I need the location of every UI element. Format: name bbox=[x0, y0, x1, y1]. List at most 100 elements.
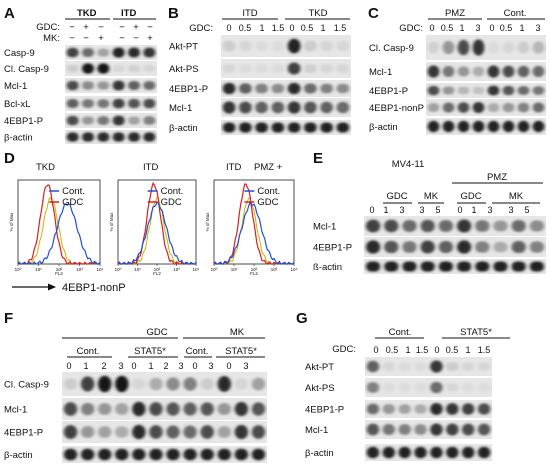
blot-band bbox=[382, 404, 396, 414]
cond-tick: 3 bbox=[535, 23, 540, 33]
blot-band bbox=[112, 65, 125, 72]
curve-gdc bbox=[17, 184, 101, 265]
blot-band bbox=[438, 261, 453, 272]
blot-band bbox=[446, 383, 459, 392]
blot-band bbox=[97, 99, 110, 108]
blot-band bbox=[511, 241, 526, 253]
cond-tick: 3 bbox=[508, 205, 513, 215]
blot-band bbox=[115, 403, 129, 415]
row-label-akt-ps: Akt-PS bbox=[169, 64, 199, 75]
blot-band bbox=[517, 65, 530, 78]
blot-band bbox=[112, 115, 125, 126]
plot-title-extra: PMZ + bbox=[254, 162, 283, 173]
blot-band bbox=[398, 404, 411, 414]
cond-label-gdc: GDC: bbox=[36, 22, 60, 33]
row-label-mcl-1: Mcl-1 bbox=[4, 81, 27, 92]
blot-band bbox=[251, 448, 266, 461]
blot-band bbox=[475, 241, 490, 253]
blot-band bbox=[446, 361, 459, 372]
blot-band bbox=[442, 66, 455, 77]
gdc-sign: − bbox=[69, 22, 75, 33]
blot-band bbox=[97, 81, 110, 90]
blot-band bbox=[217, 403, 231, 415]
blot-background bbox=[365, 420, 492, 439]
blot-band bbox=[461, 403, 475, 415]
blot-band bbox=[430, 360, 443, 373]
blot-band bbox=[128, 47, 140, 58]
row-label-4ebp1-p: 4EBP1-P bbox=[4, 428, 43, 439]
row-label-mcl-1: Mcl-1 bbox=[369, 67, 392, 78]
cond-tick: 1 bbox=[471, 205, 476, 215]
blot-band bbox=[461, 446, 475, 459]
blot-background bbox=[365, 444, 492, 461]
blot-band bbox=[502, 85, 515, 96]
blot-band bbox=[304, 122, 317, 133]
blot-band bbox=[487, 41, 500, 54]
cond-tick: 0 bbox=[226, 361, 231, 371]
blot-band bbox=[255, 83, 268, 94]
blot-band bbox=[336, 64, 350, 73]
panel-c: C PMZ Cont. GDC: 0 0.5 1 3 0 0.5 1 3 Cl. Casp-9… bbox=[368, 5, 546, 135]
x-tick-label: 10¹ bbox=[35, 267, 42, 272]
cond-tick: 3 bbox=[178, 361, 183, 371]
cond-tick: 0 bbox=[226, 23, 231, 33]
blot-band bbox=[66, 47, 79, 58]
blot-band bbox=[271, 122, 285, 133]
cond-tick: 0.5 bbox=[301, 23, 314, 33]
cond-tick: 3 bbox=[118, 361, 123, 371]
blot-band bbox=[517, 102, 530, 113]
blot-band bbox=[80, 448, 95, 461]
blot-band bbox=[517, 41, 530, 54]
cond-tick: 5 bbox=[524, 205, 529, 215]
blot-band bbox=[487, 120, 500, 133]
x-tick-label: 10³ bbox=[173, 267, 180, 272]
blot-band bbox=[427, 120, 440, 133]
blot-band bbox=[398, 362, 411, 371]
blot-strip-akt-ps bbox=[221, 59, 351, 78]
blot-strip-4ebp1-p bbox=[62, 421, 267, 443]
blot-band bbox=[366, 360, 380, 373]
blot-band bbox=[457, 261, 472, 272]
blot-band bbox=[472, 120, 485, 133]
curve-gdc bbox=[117, 181, 197, 265]
blot-band bbox=[366, 219, 381, 233]
cond-tick: 3 bbox=[487, 205, 492, 215]
cond-tick: 0 bbox=[373, 345, 378, 355]
blot-band bbox=[112, 132, 125, 142]
blot-background bbox=[65, 130, 157, 144]
blot-rows: Casp-9 Cl. Casp-9 Mcl-1 Bcl-xL 4EBP1-P β-acti… bbox=[4, 45, 157, 144]
blot-band bbox=[427, 85, 440, 96]
blot-band bbox=[502, 102, 515, 113]
blot-band bbox=[287, 62, 301, 75]
group-label-stat5: STAT5* bbox=[460, 327, 492, 338]
curve-gdc bbox=[213, 183, 295, 265]
blot-band bbox=[320, 122, 333, 133]
blot-band bbox=[271, 101, 285, 114]
panel-letter-b: B bbox=[168, 5, 179, 22]
cond-tick: 1 bbox=[320, 23, 325, 33]
blot-strip-4ebp1-p bbox=[221, 80, 351, 97]
blot-background bbox=[426, 62, 546, 81]
blot-band bbox=[487, 65, 500, 78]
blot-band bbox=[366, 261, 381, 272]
cond-ticks: 0 0.5 1 1.5 0 0.5 1 1.5 bbox=[373, 345, 490, 355]
blot-band bbox=[143, 47, 156, 58]
blot-band bbox=[446, 403, 459, 415]
cond-tick: 1 bbox=[148, 361, 153, 371]
blot-band bbox=[446, 423, 459, 436]
blot-band bbox=[398, 446, 411, 459]
blot-band bbox=[442, 86, 455, 95]
blot-band bbox=[461, 383, 475, 392]
blot-band bbox=[472, 39, 485, 56]
blot-background bbox=[62, 372, 267, 396]
cond-tick: 0 bbox=[289, 23, 294, 33]
blot-background bbox=[426, 118, 546, 135]
cell-line-label: MV4-11 bbox=[392, 159, 425, 170]
blot-band bbox=[336, 83, 350, 94]
cond-tick: 0 bbox=[369, 205, 374, 215]
gdc-sign: − bbox=[147, 22, 153, 33]
blot-band bbox=[234, 378, 249, 390]
